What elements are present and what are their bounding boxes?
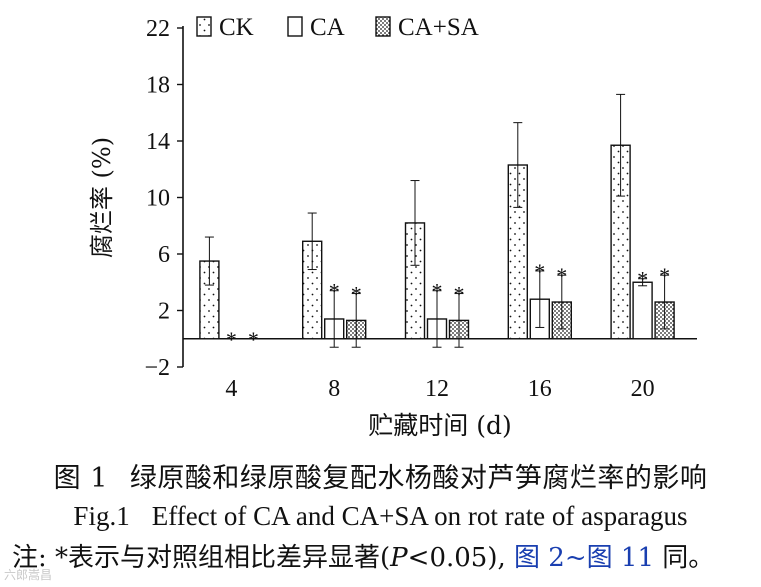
legend-label-ca: CA (310, 14, 345, 41)
y-tick-label: −2 (144, 355, 170, 381)
caption-en-label: Fig.1 (73, 501, 130, 531)
caption-cn-text: 绿原酸和绿原酸复配水杨酸对芦笋腐烂率的影响 (129, 463, 708, 494)
significance-mark: * (329, 279, 340, 304)
x-tick-label: 12 (425, 376, 449, 402)
y-tick-label: 6 (158, 242, 170, 268)
significance-mark: * (454, 282, 465, 307)
y-tick-label: 10 (146, 186, 170, 212)
note-tilde: ~ (564, 543, 587, 573)
legend-label-ck: CK (219, 14, 254, 41)
x-tick-label: 16 (528, 376, 552, 402)
note-mid: <0.05), (407, 543, 515, 573)
x-tick-label: 4 (225, 376, 237, 402)
significance-mark: * (226, 327, 237, 352)
legend-label-ca-sa: CA+SA (398, 14, 479, 41)
significance-mark: * (248, 327, 259, 352)
y-tick-label: 2 (158, 299, 170, 325)
figure-caption-cn: 图 1 绿原酸和绿原酸复配水杨酸对芦笋腐烂率的影响 (0, 456, 761, 495)
note-p-symbol: P (390, 543, 408, 573)
x-tick-label: 8 (328, 376, 340, 402)
caption-en-text: Effect of CA and CA+SA on rot rate of as… (151, 501, 688, 531)
note-suffix: 同。 (654, 543, 715, 573)
legend-swatch-ca-sa (375, 16, 391, 37)
note-prefix: 注: *表示与对照组相比差异显著( (12, 543, 391, 573)
x-tick-label: 20 (631, 376, 655, 402)
watermark: 六郎嵩昌 (4, 568, 53, 582)
figure-note: 注: *表示与对照组相比差异显著(P<0.05), 图 2~图 11 同。 (12, 537, 714, 574)
y-tick-label: 18 (146, 73, 170, 99)
bar-chart: −2 2 6 10 14 18 22 腐烂率 (%) 贮藏时间 (d) 4 8 12 16 20 * * * *… (88, 14, 697, 440)
significance-mark: * (637, 267, 648, 292)
legend-swatch-ck (196, 16, 212, 37)
y-tick-label: 22 (146, 16, 170, 42)
figure-11-link[interactable]: 图 11 (586, 543, 654, 573)
significance-mark: * (351, 282, 362, 307)
legend-swatch-ca (287, 16, 303, 37)
x-axis-label: 贮藏时间 (d) (368, 411, 511, 440)
caption-cn-label: 图 1 (53, 463, 108, 494)
y-tick-label: 14 (146, 129, 170, 155)
significance-mark: * (534, 259, 545, 284)
significance-mark: * (556, 263, 567, 288)
significance-mark: * (659, 263, 670, 288)
figure-caption-en: Fig.1 Effect of CA and CA+SA on rot rate … (0, 501, 761, 532)
figure-2-link[interactable]: 图 2 (514, 543, 565, 573)
significance-mark: * (432, 279, 443, 304)
y-axis-label: 腐烂率 (%) (88, 137, 116, 258)
